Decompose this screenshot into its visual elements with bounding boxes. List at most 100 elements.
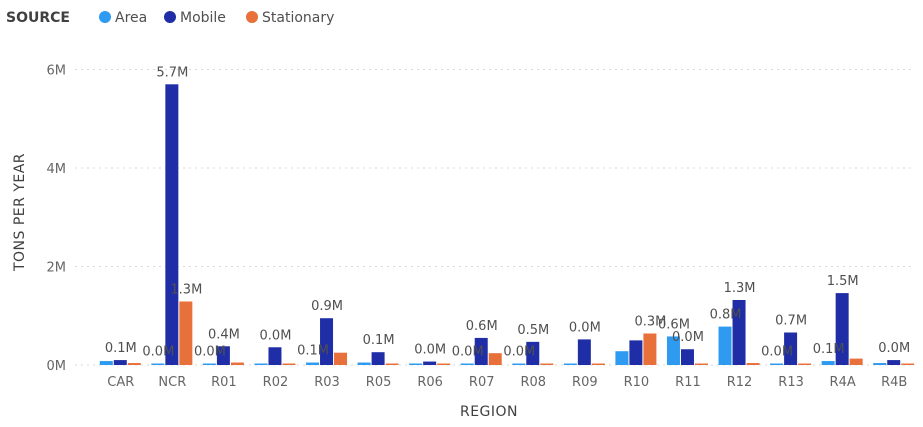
x-tick-label: R01 [211,375,237,390]
legend-marker-area [99,11,111,23]
bar-r12-mobile[interactable] [732,300,746,365]
bar-r4b-area[interactable] [873,363,887,365]
bar-r07-mobile[interactable] [474,337,488,365]
data-label-r05: 0.1M [363,333,395,348]
bar-car-stationary[interactable] [127,363,141,365]
x-tick-label: R03 [314,375,340,390]
data-label-r07: 0.0M [452,345,484,360]
bar-r01-area[interactable] [202,363,216,366]
bars [99,84,915,366]
bar-r11-mobile[interactable] [680,349,694,365]
y-tick-label: 6M [47,64,67,79]
bar-r4b-stationary[interactable] [901,363,915,366]
bar-r13-stationary[interactable] [798,363,812,366]
x-tick-label: R4A [830,375,856,390]
bar-r06-mobile[interactable] [423,361,437,365]
data-label-r13: 0.7M [775,314,807,329]
x-tick-label: R10 [624,375,650,390]
bar-r08-mobile[interactable] [526,341,540,365]
bar-car-area[interactable] [99,361,113,365]
data-label-ncr: 5.7M [156,65,188,80]
bar-r06-area[interactable] [409,363,423,366]
bar-ncr-mobile[interactable] [165,84,179,366]
bar-r11-area[interactable] [666,336,680,365]
legend-item-mobile[interactable]: Mobile [164,10,226,26]
bar-ncr-area[interactable] [151,363,165,366]
x-tick-label: R08 [520,375,546,390]
y-axis-ticks: 0M 2M 4M 6M [47,64,67,374]
bar-r05-mobile[interactable] [371,352,385,365]
x-tick-label: R11 [675,375,701,390]
legend-item-area[interactable]: Area [99,10,147,26]
legend-marker-mobile [164,11,176,23]
data-label-r11: 0.0M [672,330,704,345]
bar-r4a-area[interactable] [821,361,835,365]
data-label-ncr: 1.3M [170,282,202,297]
bar-r08-stationary[interactable] [540,363,554,366]
bar-r07-area[interactable] [460,363,474,366]
bar-r13-mobile[interactable] [784,332,798,366]
bar-r10-area[interactable] [615,351,629,365]
data-label-r02: 0.0M [260,328,292,343]
bar-r03-stationary[interactable] [334,352,348,365]
y-tick-label: 4M [47,162,67,177]
data-label-r11: 0.6M [658,317,690,332]
bar-r03-area[interactable] [306,362,320,365]
data-label-r08: 0.5M [517,323,549,338]
x-tick-label: R4B [881,375,907,390]
bar-r4b-mobile[interactable] [887,360,901,365]
legend-title: SOURCE [6,10,70,26]
bar-r05-area[interactable] [357,362,371,365]
bar-r4a-mobile[interactable] [835,293,849,365]
bar-r02-stationary[interactable] [282,363,296,366]
bar-ncr-stationary[interactable] [179,301,193,365]
data-label-r4a: 0.1M [813,342,845,357]
data-label-r06: 0.0M [414,343,446,358]
bar-r01-mobile[interactable] [216,346,230,365]
legend-item-stationary[interactable]: Stationary [246,10,334,26]
bar-r01-stationary[interactable] [230,362,244,365]
data-label-r08: 0.0M [503,345,535,360]
bar-r02-area[interactable] [254,363,268,366]
bar-r13-area[interactable] [770,363,784,366]
legend-marker-stationary [246,11,258,23]
data-label-r4a: 1.5M [827,274,859,289]
data-label-r03: 0.9M [311,299,343,314]
data-label-r13: 0.0M [761,345,793,360]
data-label-r4b: 0.0M [878,341,910,356]
bar-r07-stationary[interactable] [488,353,502,365]
data-label-r10: 0.3M [634,314,666,329]
x-tick-label: R02 [263,375,289,390]
x-tick-label: R12 [727,375,753,390]
legend: SOURCE Area Mobile Stationary [6,10,334,26]
bar-r09-stationary[interactable] [591,363,605,366]
bar-r09-area[interactable] [563,363,577,366]
data-label-car: 0.1M [105,341,137,356]
y-tick-label: 0M [47,359,67,374]
data-labels: 0.1M 0.0M 5.7M 1.3M 0.0M 0.4M 0.0M 0.1M 0.9M 0.1M… [105,65,910,359]
data-label-r01: 0.4M [208,327,240,342]
x-tick-label: NCR [158,375,186,390]
data-label-r03: 0.1M [297,344,329,359]
legend-label-mobile: Mobile [180,10,226,26]
bar-r06-stationary[interactable] [437,363,451,366]
bar-r12-area[interactable] [718,326,732,365]
bar-r09-mobile[interactable] [577,339,591,365]
data-label-ncr: 0.0M [142,345,174,360]
bar-r10-stationary[interactable] [643,333,657,365]
bar-r03-mobile[interactable] [320,318,334,365]
x-tick-label: R07 [469,375,495,390]
y-axis-title: TONS PER YEAR [12,153,28,272]
bar-r4a-stationary[interactable] [849,358,863,365]
data-label-r09: 0.0M [569,320,601,335]
bar-r11-stationary[interactable] [694,363,708,366]
bar-r08-area[interactable] [512,363,526,366]
bar-r12-stationary[interactable] [746,363,760,365]
bar-r02-mobile[interactable] [268,347,282,365]
bar-r05-stationary[interactable] [385,363,399,366]
x-axis-ticks: CAR NCR R01 R02 R03 R05 R06 R07 R08 R09 R10 R11 R12 R… [107,375,907,390]
data-label-r12: 0.8M [710,308,742,323]
bar-r10-mobile[interactable] [629,340,643,365]
bar-car-mobile[interactable] [113,360,127,365]
